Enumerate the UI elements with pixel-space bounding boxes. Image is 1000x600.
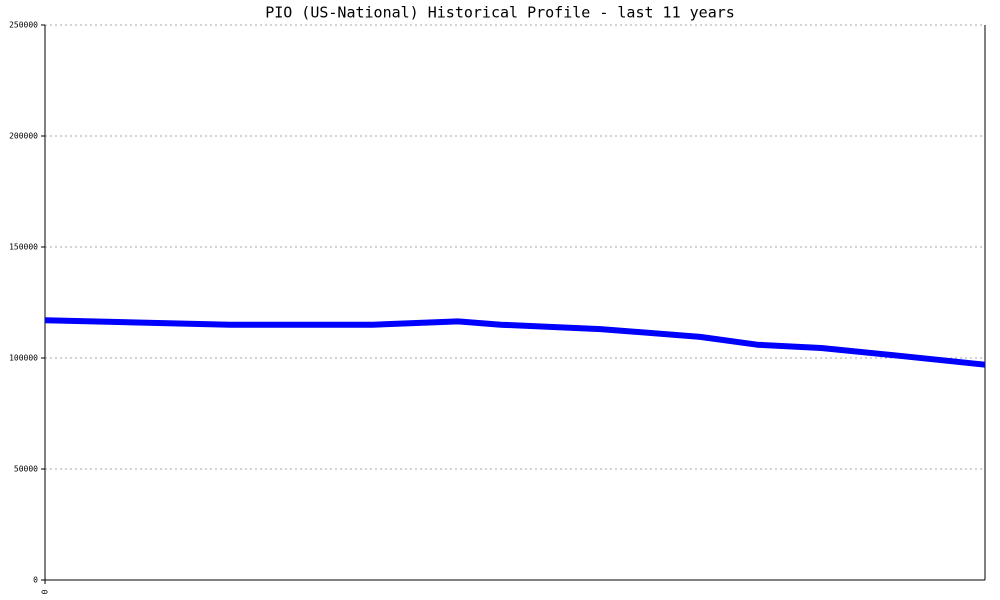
y-tick-label: 50000: [14, 465, 38, 474]
y-tick-label: 250000: [9, 21, 38, 30]
y-tick-label: 0: [33, 576, 38, 585]
data-line: [44, 317, 986, 368]
y-tick-label: 150000: [9, 243, 38, 252]
y-tick-label: 100000: [9, 354, 38, 363]
y-tick-label: 200000: [9, 132, 38, 141]
x-tick-label: 0: [41, 589, 50, 594]
chart-title: PIO (US-National) Historical Profile - l…: [265, 4, 735, 22]
